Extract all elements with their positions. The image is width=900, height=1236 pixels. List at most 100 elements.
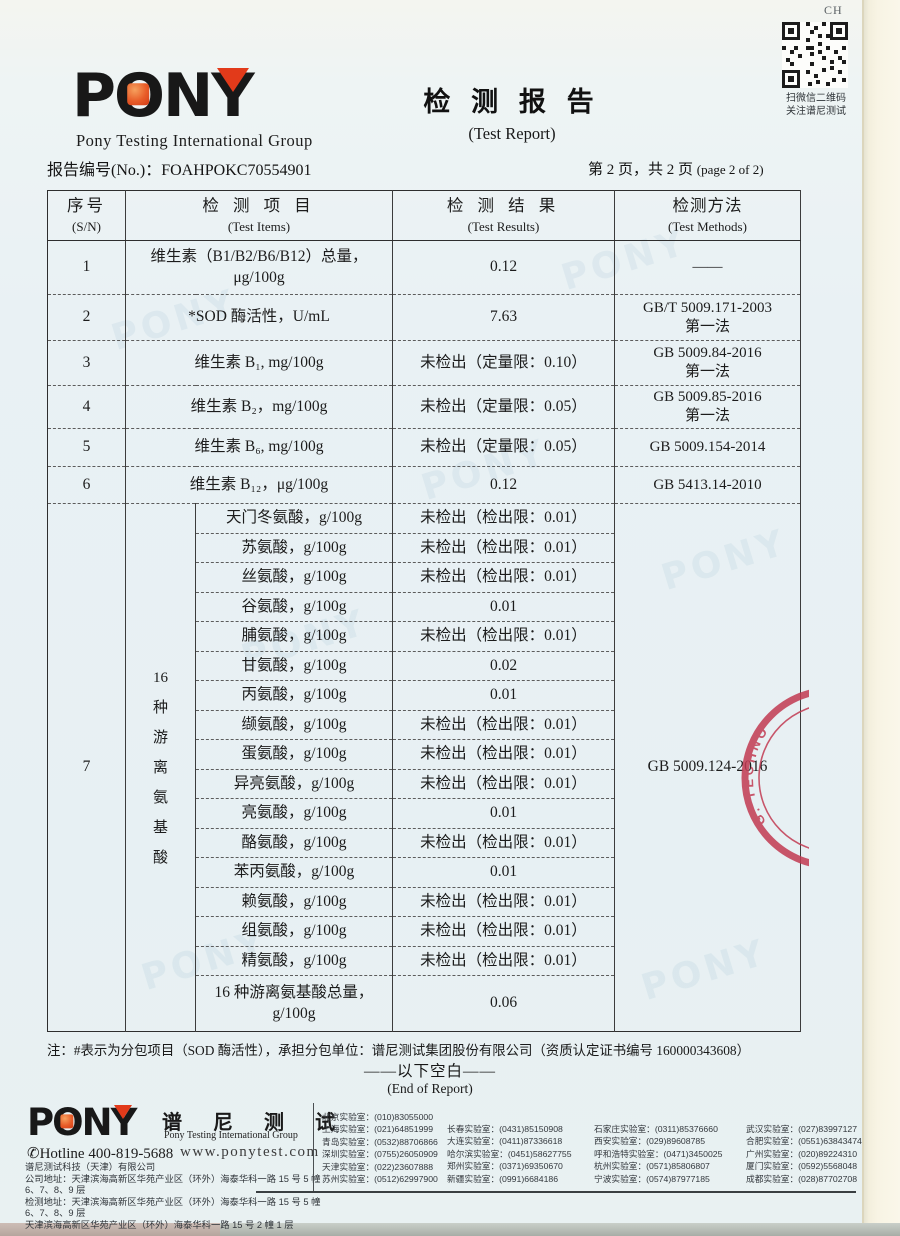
cell-item: 维生素 B₆, mg/100g bbox=[125, 428, 393, 467]
cell-result: 0.12 bbox=[392, 240, 615, 295]
seal-text: G. TECHNOLO bbox=[733, 686, 769, 828]
cell-item: 脯氨酸，g/100g bbox=[195, 621, 393, 651]
cell-sn: 1 bbox=[47, 240, 126, 295]
footer-divider-vertical bbox=[313, 1103, 314, 1191]
scan-bottom-edge bbox=[0, 1223, 900, 1236]
cell-sn: 2 bbox=[47, 294, 126, 341]
table-row: 3 维生素 B₁, mg/100g 未检出（定量限：0.10） GB 5009.… bbox=[47, 340, 801, 386]
cell-item: 维生素 B₁, mg/100g bbox=[125, 340, 393, 386]
cell-item: 赖氨酸，g/100g bbox=[195, 886, 393, 917]
website-link[interactable]: www.ponytest.com bbox=[180, 1144, 320, 1160]
cell-sn: 6 bbox=[47, 466, 126, 504]
end-of-report: (End of Report) bbox=[387, 1081, 473, 1096]
cell-method: GB/T 5009.171-2003 第一法 bbox=[614, 294, 801, 341]
page-indicator: 第 2 页，共 2 页 (page 2 of 2) bbox=[588, 158, 764, 179]
table-row: 组氨酸，g/100g 未检出（检出限：0.01） bbox=[48, 916, 801, 946]
cell-item: 维生素（B1/B2/B6/B12）总量，μg/100g bbox=[125, 240, 393, 295]
lab-phone: 武汉实验室：(027)83997127 bbox=[746, 1124, 858, 1134]
corner-label: CH bbox=[824, 3, 843, 17]
page-indicator-en: (page 2 of 2) bbox=[696, 162, 764, 177]
cell-item: 丙氨酸，g/100g bbox=[195, 680, 393, 710]
lab-phone: 大连实验室：(0411)87336618 bbox=[447, 1136, 563, 1147]
lab-phone: 上海实验室：(021)64851999 bbox=[322, 1124, 434, 1135]
cell-item: 16 种游离氨基酸总量，g/100g bbox=[195, 975, 393, 1032]
lab-phone: 青岛实验室：(0532)88706866 bbox=[322, 1136, 438, 1147]
wechat-qr-icon bbox=[782, 22, 848, 88]
logo-subtitle: Pony Testing International Group bbox=[76, 131, 313, 150]
cell-result: 未检出（定量限：0.05） bbox=[392, 385, 615, 429]
cell-result: 0.01 bbox=[392, 857, 615, 887]
cell-item: *SOD 酶活性，U/mL bbox=[125, 294, 393, 341]
cell-result: 未检出（检出限：0.01） bbox=[392, 886, 615, 917]
logo-letter-o-orange-square-icon: O bbox=[113, 61, 165, 131]
lab-phone: 北京实验室：(010)83055000 bbox=[322, 1112, 434, 1122]
cell-method: GB 5009.154-2014 bbox=[614, 428, 801, 467]
cell-result: 未检出（定量限：0.05） bbox=[392, 428, 615, 467]
lab-phone: 深圳实验室：(0755)26050909 bbox=[322, 1149, 438, 1160]
cell-result: 未检出（检出限：0.01） bbox=[392, 709, 615, 740]
testing-address: 检测地址：天津滨海高新区华苑产业区（环外）海泰华科一路 15 号 5 幢 6、7… bbox=[25, 1196, 321, 1219]
lab-phone: 哈尔滨实验室：(0451)58627755 bbox=[447, 1148, 572, 1159]
logo-letter: N bbox=[81, 1101, 113, 1144]
table-row: 丝氨酸，g/100g 未检出（检出限：0.01） bbox=[48, 562, 801, 592]
table-row: 2 *SOD 酶活性，U/mL 7.63 GB/T 5009.171-2003 第… bbox=[47, 294, 801, 341]
cell-result: 未检出（定量限：0.10） bbox=[392, 340, 615, 386]
table-row: 谷氨酸，g/100g 0.01 bbox=[48, 591, 801, 622]
table-row: 缬氨酸，g/100g 未检出（检出限：0.01） bbox=[48, 709, 801, 740]
extra-address: 天津滨海高新区华苑产业区（环外）海泰华科一路 15 号 2 幢 1 层 bbox=[25, 1219, 294, 1230]
cell-item: 亮氨酸，g/100g bbox=[195, 798, 393, 828]
table-header-row: 序号 (S/N) 检 测 项 目 (Test Items) 检 测 结 果 (Test… bbox=[47, 190, 801, 241]
lab-phone: 杭州实验室：(0571)85806807 bbox=[594, 1161, 710, 1172]
cell-result: 0.02 bbox=[392, 650, 615, 681]
table-row: 16 种游离氨基酸总量，g/100g 0.06 bbox=[48, 975, 801, 1032]
lab-phone: 石家庄实验室：(0311)85376660 bbox=[594, 1124, 718, 1134]
table-row: 5 维生素 B₆, mg/100g 未检出（定量限：0.05） GB 5009.… bbox=[47, 428, 801, 467]
cell-result: 未检出（检出限：0.01） bbox=[392, 768, 615, 799]
cell-item: 组氨酸，g/100g bbox=[195, 916, 393, 946]
footer-brand-en: Pony Testing International Group bbox=[164, 1130, 298, 1141]
table-row: 蛋氨酸，g/100g 未检出（检出限：0.01） bbox=[48, 739, 801, 769]
cell-result: 0.12 bbox=[392, 466, 615, 504]
scan-bottom-tint bbox=[0, 1223, 220, 1236]
col-header-methods: 检测方法 (Test Methods) bbox=[614, 190, 801, 241]
cell-item: 蛋氨酸，g/100g bbox=[195, 739, 393, 769]
scan-edge bbox=[862, 0, 900, 1236]
table-row: 6 维生素 B₁₂，μg/100g 0.12 GB 5413.14-2010 bbox=[47, 466, 801, 504]
cell-item: 丝氨酸，g/100g bbox=[195, 562, 393, 592]
cell-item: 异亮氨酸，g/100g bbox=[195, 768, 393, 799]
cell-item: 精氨酸，g/100g bbox=[195, 945, 393, 976]
cell-result: 0.01 bbox=[392, 680, 615, 710]
lab-phone: 合肥实验室：(0551)63843474 bbox=[746, 1136, 862, 1147]
footer-brand-cn: 谱 尼 测 试 bbox=[162, 1112, 348, 1134]
logo-letter-y-red-triangle-icon: Y bbox=[110, 1101, 138, 1144]
table-row: 亮氨酸，g/100g 0.01 bbox=[48, 798, 801, 828]
cell-item: 天门冬氨酸，g/100g bbox=[195, 503, 393, 533]
footnote: 注：#表示为分包项目（SOD 酶活性），承担分包单位：谱尼测试集团股份有限公司（… bbox=[47, 1043, 751, 1058]
cell-result: 未检出（检出限：0.01） bbox=[392, 503, 615, 533]
cell-item: 谷氨酸，g/100g bbox=[195, 591, 393, 622]
table-row: 1 维生素（B1/B2/B6/B12）总量，μg/100g 0.12 —— bbox=[47, 240, 801, 295]
cell-result: 未检出（检出限：0.01） bbox=[392, 562, 615, 592]
cell-item: 维生素 B₂，mg/100g bbox=[125, 385, 393, 429]
company-address-block: 谱尼测试科技（天津）有限公司 公司地址：天津滨海高新区华苑产业区（环外）海泰华科… bbox=[25, 1162, 325, 1232]
lab-phone: 苏州实验室：(0512)62997900 bbox=[322, 1174, 438, 1185]
table-row: 苯丙氨酸，g/100g 0.01 bbox=[48, 857, 801, 887]
report-number: 报告编号(No.)：FOAHPOKC70554901 bbox=[47, 162, 312, 179]
col-header-sn: 序号 (S/N) bbox=[47, 190, 126, 241]
logo-letter-y-red-triangle-icon: Y bbox=[211, 61, 254, 131]
table-row: 异亮氨酸，g/100g 未检出（检出限：0.01） bbox=[48, 768, 801, 799]
report-title: 检 测 报 告 (Test Report) bbox=[372, 80, 652, 144]
lab-phone: 西安实验室：(029)89608785 bbox=[594, 1136, 706, 1147]
cell-method: —— bbox=[614, 240, 801, 295]
qr-caption-line1: 扫微信二维码 bbox=[786, 93, 846, 104]
cell-result: 0.01 bbox=[392, 591, 615, 622]
cell-result: 0.06 bbox=[392, 975, 615, 1032]
logo-letter: P bbox=[72, 61, 116, 131]
lab-phone: 郑州实验室：(0371)69350670 bbox=[447, 1161, 563, 1172]
svg-text:G. TECHNOLO: G. TECHNOLO bbox=[733, 686, 772, 828]
lab-phone: 长春实验室：(0431)85150908 bbox=[447, 1124, 563, 1134]
cell-result: 未检出（检出限：0.01） bbox=[392, 827, 615, 858]
